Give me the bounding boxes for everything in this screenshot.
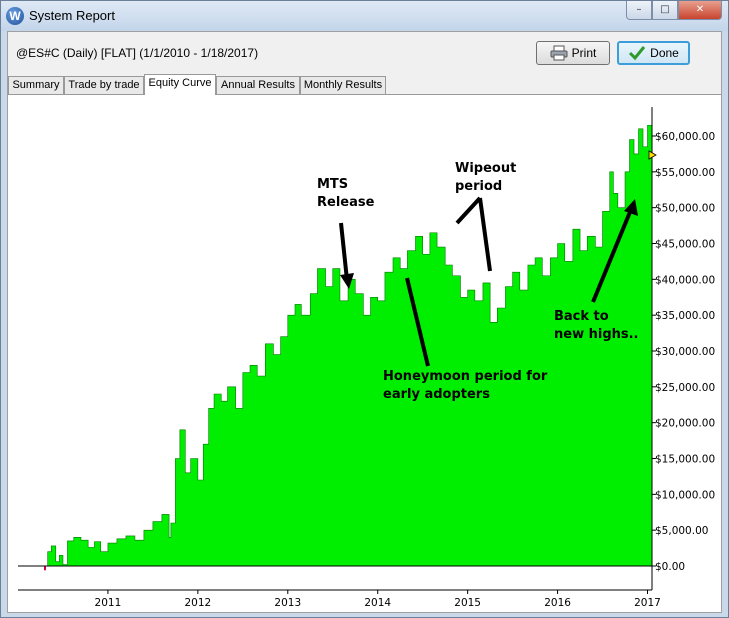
wipeout-arrow-left <box>455 196 482 225</box>
new-highs-arrowhead <box>624 199 638 216</box>
tab-trade-by-trade[interactable]: Trade by trade <box>64 76 144 94</box>
y-tick-label: $25,000.00 <box>655 382 715 394</box>
print-button[interactable]: Print <box>536 41 610 65</box>
honeymoon-arrow <box>405 277 430 367</box>
app-logo-icon: W <box>6 7 24 25</box>
mts-release-arrow <box>339 222 349 281</box>
report-content: @ES#C (Daily) [FLAT] (1/1/2010 - 1/18/20… <box>7 31 722 613</box>
equity-area <box>18 124 653 567</box>
drawdown-bar <box>43 566 46 571</box>
y-tick-label: $10,000.00 <box>655 489 715 501</box>
new-highs-arrow <box>591 211 632 303</box>
done-button[interactable]: Done <box>617 41 690 65</box>
annotation-back-to-new-highs: Back to new highs.. <box>554 309 639 342</box>
y-tick-label: $5,000.00 <box>655 525 708 537</box>
tab-summary[interactable]: Summary <box>8 76 64 94</box>
caption-buttons: – □ ✕ <box>626 1 722 21</box>
y-tick-label: $40,000.00 <box>655 274 715 286</box>
y-tick-label: $0.00 <box>655 561 685 573</box>
wipeout-arrow-right <box>478 197 492 272</box>
title-bar[interactable]: W System Report – □ ✕ <box>1 1 728 31</box>
x-tick-label: 2014 <box>364 597 391 609</box>
equity-curve-chart: $60,000.00 $55,000.00 $50,000.00 $45,000.00… <box>18 107 715 609</box>
annotation-wipeout-period: Wipeout period <box>455 161 521 194</box>
y-tick-label: $20,000.00 <box>655 418 715 430</box>
maximize-button[interactable]: □ <box>652 1 678 20</box>
annotation-honeymoon-period: Honeymoon period for early adopters <box>383 369 552 402</box>
checkmark-icon <box>629 46 646 61</box>
y-tick-label: $50,000.00 <box>655 203 715 215</box>
x-tick-label: 2011 <box>95 597 122 609</box>
printer-icon <box>550 45 568 61</box>
y-tick-label: $60,000.00 <box>655 131 715 143</box>
x-tick-label: 2013 <box>274 597 301 609</box>
y-tick-label: $35,000.00 <box>655 310 715 322</box>
done-label: Done <box>650 46 679 60</box>
x-tick-label: 2017 <box>634 597 661 609</box>
y-tick-label: $15,000.00 <box>655 454 715 466</box>
tab-monthly-results[interactable]: Monthly Results <box>300 76 386 94</box>
print-label: Print <box>571 46 597 60</box>
y-tick-label: $55,000.00 <box>655 167 715 179</box>
equity-chart-panel: $60,000.00 $55,000.00 $50,000.00 $45,000.00… <box>8 94 721 612</box>
annotation-mts-release: MTS Release <box>317 177 375 210</box>
minimize-button[interactable]: – <box>626 1 652 20</box>
end-marker-icon <box>648 150 657 160</box>
x-tick-label: 2015 <box>454 597 481 609</box>
window-title: System Report <box>29 8 115 23</box>
mts-release-arrowhead <box>340 273 354 289</box>
y-tick-label: $45,000.00 <box>655 239 715 251</box>
tab-equity-curve[interactable]: Equity Curve <box>144 74 216 95</box>
x-tick-label: 2016 <box>544 597 571 609</box>
tab-annual-results[interactable]: Annual Results <box>216 76 300 94</box>
close-button[interactable]: ✕ <box>678 1 722 20</box>
x-tick-label: 2012 <box>184 597 211 609</box>
y-tick-label: $30,000.00 <box>655 346 715 358</box>
symbol-label: @ES#C (Daily) [FLAT] (1/1/2010 - 1/18/20… <box>16 46 259 60</box>
